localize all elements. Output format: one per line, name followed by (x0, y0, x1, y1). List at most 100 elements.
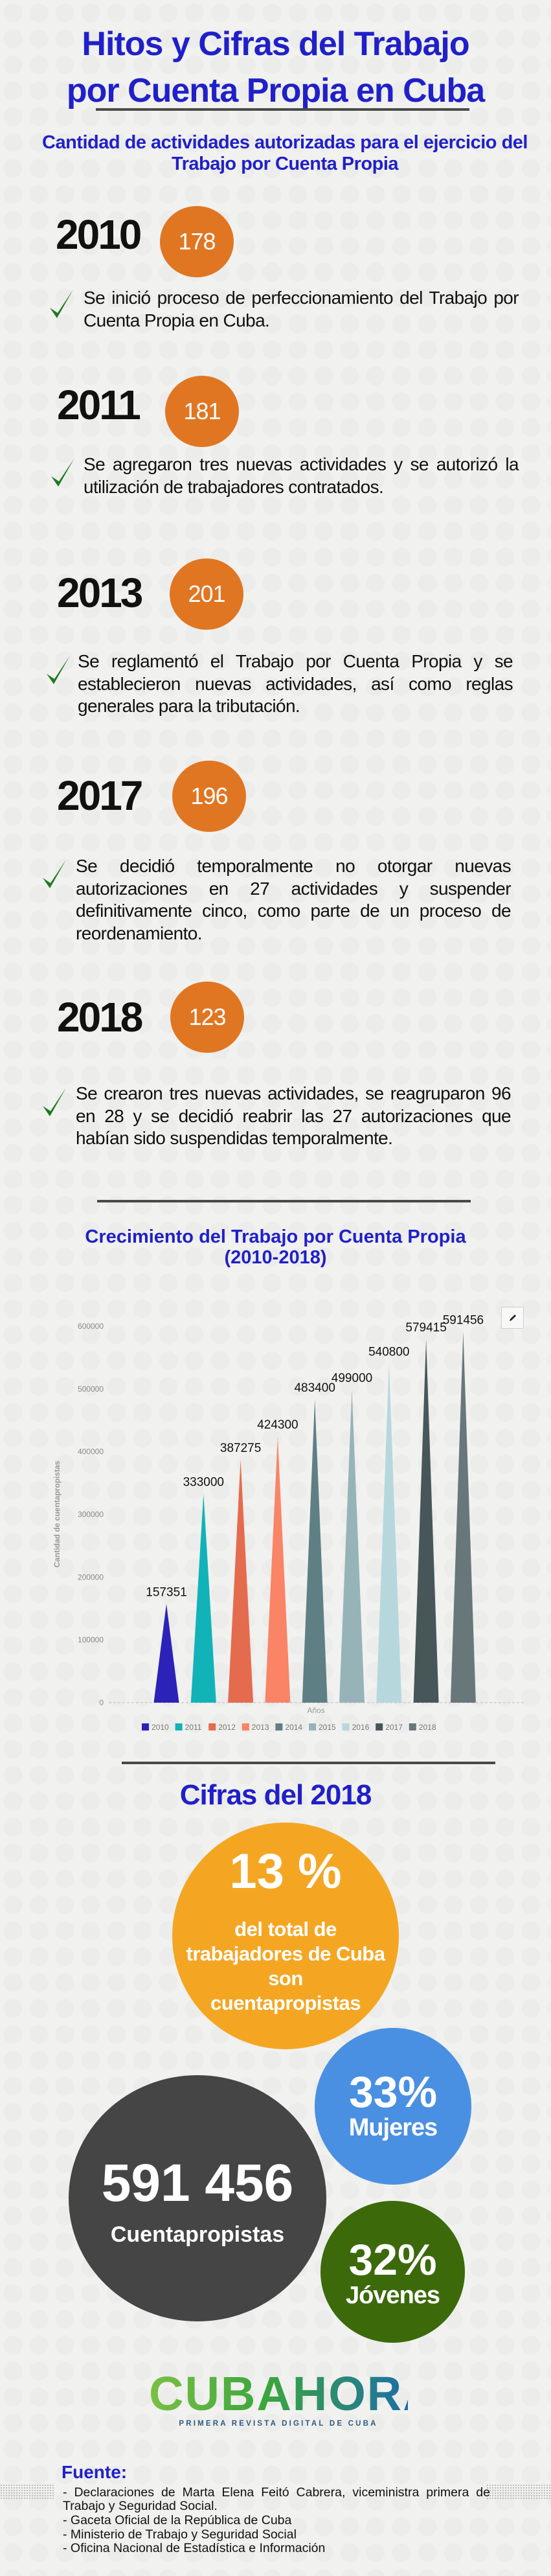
divider (96, 108, 469, 111)
divider (97, 1200, 471, 1202)
checkmark-icon (45, 654, 71, 685)
dotted-band (486, 2484, 551, 2500)
data-label: 591456 (443, 1313, 484, 1327)
y-tick-label: 400000 (78, 1447, 104, 1456)
y-tick-label: 0 (99, 1698, 104, 1707)
page-title: Hitos y Cifras del Trabajo por Cuenta Pr… (0, 21, 551, 114)
milestone-year: 2011 (57, 382, 141, 428)
bar-2010 (153, 1604, 179, 1703)
logo-tagline: PRIMERA REVISTA DIGITAL DE CUBA (179, 2420, 378, 2428)
source-item: - Gaceta Oficial de la República de Cuba (63, 2513, 292, 2527)
legend-swatch (409, 1723, 416, 1731)
x-axis-title: Años (307, 1706, 324, 1715)
data-label: 157351 (146, 1586, 186, 1600)
legend-swatch (376, 1723, 383, 1731)
milestone-year: 2013 (57, 569, 143, 616)
sources-heading: Fuente: (62, 2462, 128, 2482)
data-label: 540800 (368, 1345, 409, 1359)
checkmark-icon (50, 457, 76, 488)
y-tick-label: 100000 (78, 1635, 104, 1644)
share-circle: 13 % del total de trabajadores de Cuba s… (172, 1823, 399, 2049)
youth-label: Jóvenes (345, 2282, 440, 2309)
stats-heading: Cifras del 2018 (179, 1779, 372, 1811)
milestone-year: 2010 (56, 211, 142, 258)
legend-label: 2011 (185, 1723, 202, 1732)
legend-swatch (142, 1723, 149, 1731)
chart-title-line-2: (2010-2018) (224, 1247, 327, 1268)
activity-count-badge: 123 (170, 982, 244, 1053)
pencil-icon (509, 1315, 516, 1321)
edit-chart-button[interactable] (501, 1307, 524, 1329)
total-label: Cuentapropistas (110, 2222, 285, 2247)
legend-swatch (275, 1723, 283, 1731)
activity-count-badge: 181 (165, 376, 239, 447)
milestone-description: Se inició proceso de perfeccionamiento d… (84, 288, 519, 330)
data-label: 333000 (183, 1476, 224, 1489)
y-tick-label: 200000 (78, 1572, 104, 1581)
milestone-description: Se decidió temporalmente no otorgar nuev… (76, 856, 512, 943)
legend-label: 2013 (252, 1723, 269, 1732)
logo-wordmark: CUBAHORA (149, 2367, 439, 2421)
growth-chart: 0 100000 200000 300000 400000 500000 600000 Can… (52, 1313, 525, 1732)
title-line-1: Hitos y Cifras del Trabajo (82, 25, 469, 63)
legend-swatch (175, 1723, 183, 1731)
chart-title-line-1: Crecimiento del Trabajo por Cuenta Propi… (85, 1226, 466, 1247)
milestone-year: 2017 (57, 772, 143, 819)
title-line-2: por Cuenta Propia en Cuba (66, 72, 485, 109)
bar-2015 (339, 1389, 365, 1703)
legend-swatch (208, 1723, 216, 1731)
data-label: 424300 (257, 1418, 298, 1432)
bar-2014 (302, 1399, 328, 1703)
milestone-description: Se agregaron tres nuevas actividades y s… (84, 454, 519, 497)
legend-label: 2010 (152, 1723, 169, 1732)
bar-2011 (190, 1493, 216, 1703)
cubahora-logo: CUBAHORA PRIMERA REVISTA DIGITAL DE CUBA (149, 2367, 439, 2428)
bar-2017 (413, 1339, 439, 1703)
divider (122, 1762, 495, 1764)
data-label: 579415 (405, 1321, 446, 1335)
y-tick-label: 600000 (78, 1322, 104, 1331)
legend-swatch (342, 1723, 350, 1731)
source-item: - Oficina Nacional de Estadística e Info… (63, 2541, 326, 2555)
y-axis-title: Cantidad de cuentapropistas (52, 1460, 62, 1567)
activity-count-badge: 196 (172, 761, 246, 832)
women-value: 33% (348, 2067, 438, 2117)
women-label: Mujeres (348, 2114, 438, 2141)
checkmark-icon (41, 1087, 67, 1118)
total-circle: 591 456 Cuentapropistas (69, 2075, 326, 2321)
data-label: 387275 (220, 1442, 261, 1455)
legend-swatch (242, 1723, 249, 1731)
source-item: - Ministerio de Trabajo y Seguridad Soci… (63, 2527, 297, 2542)
milestone-year: 2018 (57, 994, 143, 1041)
legend-label: 2018 (419, 1723, 436, 1732)
total-value: 591 456 (101, 2154, 294, 2213)
checkmark-icon (41, 858, 67, 890)
y-tick-label: 500000 (78, 1385, 104, 1394)
share-text: son (268, 1967, 303, 1990)
bar-2016 (376, 1363, 402, 1703)
data-label: 483400 (294, 1381, 335, 1395)
share-text: trabajadores de Cuba (186, 1942, 385, 1965)
checkmark-icon (49, 288, 74, 319)
bar-2018 (450, 1331, 476, 1703)
bar-2012 (228, 1459, 254, 1703)
activity-count-badge: 178 (160, 206, 234, 277)
youth-circle: 32% Jóvenes (320, 2201, 465, 2343)
legend-label: 2017 (385, 1723, 403, 1732)
bar-2013 (265, 1436, 291, 1703)
youth-value: 32% (348, 2235, 437, 2284)
share-text: cuentapropistas (210, 1992, 361, 2014)
chart-title: Crecimiento del Trabajo por Cuenta Propi… (0, 1226, 551, 1268)
milestone-description: Se reglamentó el Trabajo por Cuenta Prop… (78, 651, 513, 716)
milestone-description: Se crearon tres nuevas actividades, se r… (76, 1083, 512, 1148)
data-label: 499000 (332, 1372, 372, 1385)
source-item: - Declaraciones de Marta Elena Feitó Cab… (63, 2485, 490, 2513)
y-tick-label: 300000 (78, 1510, 104, 1519)
legend-label: 2014 (285, 1723, 302, 1732)
legend-label: 2012 (218, 1723, 236, 1732)
legend-label: 2015 (319, 1723, 336, 1732)
women-circle: 33% Mujeres (315, 2028, 471, 2185)
section-subtitle: Cantidad de actividades autorizadas para… (42, 132, 528, 174)
share-value: 13 % (229, 1844, 342, 1899)
dotted-band (0, 2484, 54, 2500)
